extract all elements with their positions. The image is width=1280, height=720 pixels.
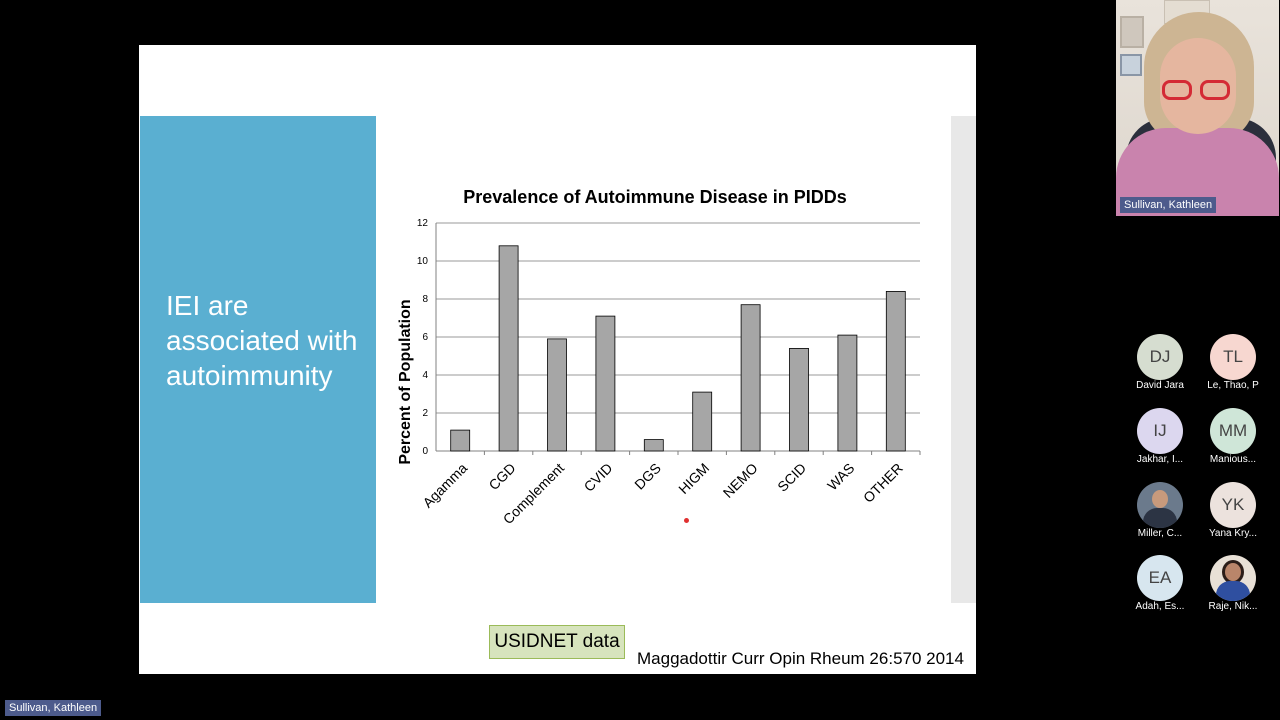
participant-avatar: YK [1210, 482, 1256, 528]
bar-dgs [643, 439, 664, 452]
participant-tile[interactable]: EA Adah, Es... [1120, 555, 1200, 615]
participant-tile[interactable]: TL Le, Thao, P [1193, 334, 1273, 394]
usidnet-data-badge: USIDNET data [489, 625, 625, 659]
photo-head [1152, 490, 1168, 508]
participant-avatar: IJ [1137, 408, 1183, 454]
presentation-slide: IEI are associated with autoimmunity Pre… [139, 45, 976, 674]
slide-title-panel: IEI are associated with autoimmunity [140, 116, 376, 603]
participant-name: Miller, C... [1137, 528, 1183, 539]
slide-side-bar [951, 116, 976, 603]
participant-name: Yana Kry... [1209, 528, 1257, 539]
participant-avatar: MM [1210, 408, 1256, 454]
speaker-name-tag: Sullivan, Kathleen [1120, 197, 1217, 213]
y-tick-label: 2 [422, 408, 428, 419]
participant-avatar [1210, 555, 1256, 601]
chart-title: Prevalence of Autoimmune Disease in PIDD… [463, 187, 846, 207]
y-axis-label: Percent of Population [397, 299, 414, 464]
participant-avatar: DJ [1137, 334, 1183, 380]
participant-name: Manious... [1209, 454, 1257, 465]
speaker-video-tile[interactable]: Sullivan, Kathleen [1116, 0, 1279, 216]
participant-tile[interactable]: Raje, Nik... [1193, 555, 1273, 615]
bar-nemo [740, 304, 761, 452]
bar-cvid [595, 315, 616, 452]
x-category-label: CVID [581, 460, 616, 495]
y-tick-label: 10 [417, 256, 429, 267]
x-category-label: SCID [774, 460, 809, 495]
participant-tile[interactable]: YK Yana Kry... [1193, 482, 1273, 542]
speaker-glasses [1162, 80, 1234, 102]
participant-tile[interactable]: MM Manious... [1193, 408, 1273, 468]
y-tick-label: 12 [417, 218, 429, 229]
citation-text: Maggadottir Curr Opin Rheum 26:570 2014 [637, 649, 964, 668]
photo-head [1225, 563, 1241, 581]
y-tick-label: 0 [422, 446, 428, 457]
participant-name: Adah, Es... [1135, 601, 1185, 612]
bar-higm [692, 391, 713, 452]
participant-avatar: EA [1137, 555, 1183, 601]
wall-picture [1120, 16, 1144, 48]
x-category-label: NEMO [720, 460, 761, 501]
x-category-label: OTHER [860, 460, 906, 506]
bar-agamma [450, 429, 471, 452]
y-tick-label: 8 [422, 294, 428, 305]
bar-scid [789, 347, 809, 452]
photo-body [1216, 581, 1250, 601]
participant-avatar: TL [1210, 334, 1256, 380]
slide-heading: IEI are associated with autoimmunity [166, 290, 358, 391]
participant-name: Raje, Nik... [1208, 601, 1258, 612]
y-tick-label: 4 [422, 370, 428, 381]
participant-avatar [1137, 482, 1183, 528]
wall-sticker [1120, 54, 1142, 76]
participant-tile[interactable]: Miller, C... [1120, 482, 1200, 542]
bar-cgd [498, 245, 519, 452]
x-category-label: CGD [485, 460, 518, 493]
bar-other [885, 290, 906, 452]
self-view-name-tag: Sullivan, Kathleen [5, 700, 102, 716]
participant-name: David Jara [1136, 380, 1184, 391]
participant-name: Jakhar, I... [1136, 454, 1184, 465]
x-category-label: WAS [824, 460, 857, 493]
participant-name: Le, Thao, P [1207, 380, 1259, 391]
y-tick-label: 6 [422, 332, 428, 343]
participant-tile[interactable]: IJ Jakhar, I... [1120, 408, 1200, 468]
x-category-label: DGS [631, 460, 664, 493]
laser-pointer-dot [684, 518, 689, 523]
participant-tile[interactable]: DJ David Jara [1120, 334, 1200, 394]
bar-complement [547, 338, 567, 452]
bar-chart: Prevalence of Autoimmune Disease in PIDD… [397, 187, 921, 527]
x-category-label: Agamma [419, 460, 470, 511]
photo-body [1143, 508, 1177, 528]
x-category-label: HIGM [675, 460, 712, 497]
bar-was [837, 334, 858, 452]
